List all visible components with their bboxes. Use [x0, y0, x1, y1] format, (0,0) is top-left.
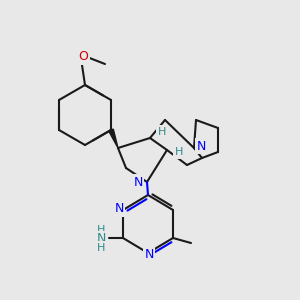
- Text: N: N: [133, 176, 143, 188]
- Text: H: H: [97, 225, 105, 235]
- Text: N: N: [114, 202, 124, 215]
- Text: O: O: [78, 50, 88, 64]
- Text: N: N: [196, 140, 206, 152]
- Text: N: N: [96, 232, 106, 245]
- Text: H: H: [97, 243, 105, 253]
- Text: H: H: [158, 127, 166, 137]
- Text: N: N: [144, 248, 154, 260]
- Polygon shape: [109, 129, 118, 148]
- Text: H: H: [175, 147, 183, 157]
